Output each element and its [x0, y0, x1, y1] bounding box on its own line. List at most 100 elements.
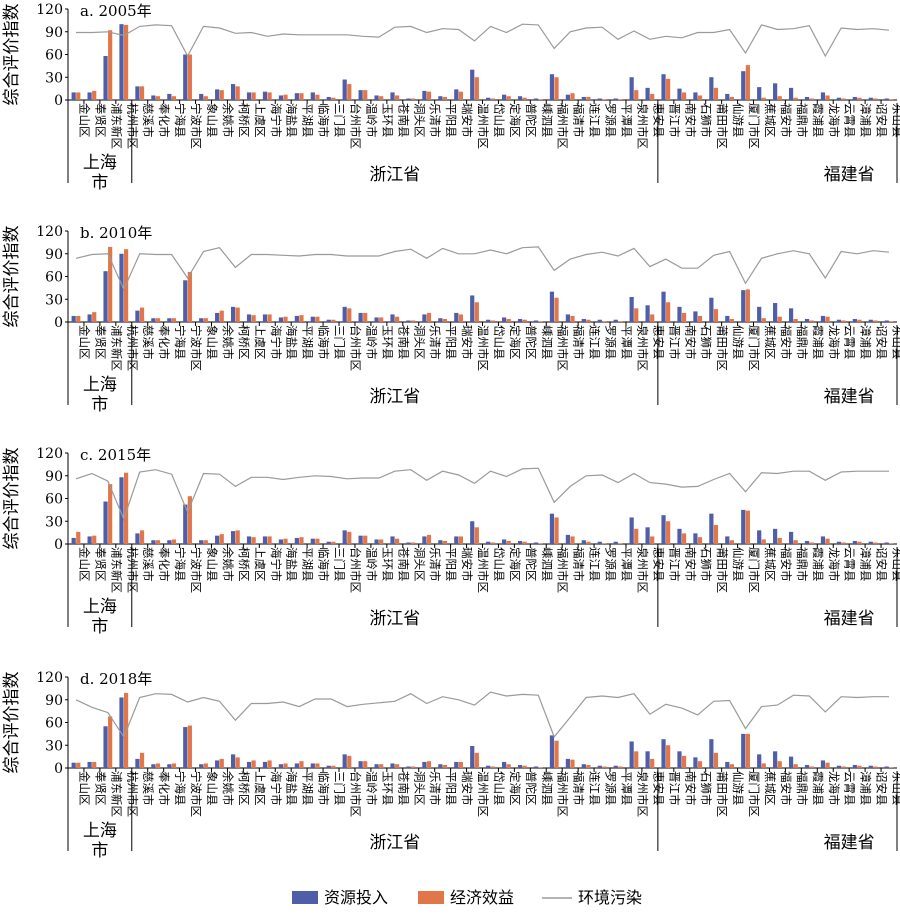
x-tick-label: 台州市区 — [348, 771, 362, 817]
bar-resource-17 — [342, 306, 347, 322]
bar-resource-37 — [661, 291, 666, 322]
bar-resource-16 — [326, 541, 331, 544]
bar-resource-28 — [517, 318, 523, 322]
bar-benefit-48 — [841, 320, 846, 322]
bar-benefit-43 — [761, 318, 766, 322]
x-tick-label: 诏安县 — [875, 103, 889, 138]
bar-benefit-42 — [745, 289, 750, 322]
y-tick-label: 120 — [36, 2, 63, 18]
bar-benefit-11 — [251, 760, 256, 768]
bar-resource-19 — [374, 317, 379, 322]
x-tick-label: 定海区 — [508, 547, 522, 582]
bar-resource-18 — [358, 761, 363, 768]
bar-benefit-46 — [809, 320, 814, 322]
bar-resource-51 — [884, 542, 889, 544]
y-tick-label: 90 — [45, 693, 63, 709]
x-tick-label: 东山县 — [891, 771, 900, 806]
bar-resource-23 — [438, 318, 443, 322]
region-label: 福建省 — [824, 165, 875, 185]
bar-resource-8 — [199, 318, 204, 322]
x-tick-label: 海宁市 — [269, 325, 283, 360]
bar-benefit-8 — [203, 96, 208, 100]
bar-resource-47 — [820, 760, 826, 768]
bar-benefit-13 — [283, 538, 288, 544]
x-tick-label: 奉贤区 — [93, 103, 107, 138]
bar-benefit-7 — [187, 725, 192, 768]
x-tick-label: 温州市区 — [476, 325, 490, 371]
bar-resource-36 — [645, 305, 650, 322]
x-tick-label: 仙游县 — [731, 103, 745, 138]
x-tick-label: 厦门市区 — [747, 325, 761, 371]
x-tick-label: 海盐县 — [285, 103, 299, 138]
bar-benefit-6 — [171, 539, 177, 544]
bar-benefit-2 — [108, 246, 113, 322]
bar-resource-9 — [215, 535, 220, 544]
bar-resource-50 — [868, 97, 873, 100]
x-tick-label: 三门县 — [333, 547, 347, 582]
bar-resource-6 — [167, 93, 172, 100]
x-tick-label: 云霄县 — [843, 771, 857, 806]
bar-benefit-35 — [634, 751, 639, 768]
bar-benefit-16 — [331, 319, 336, 322]
bar-resource-42 — [741, 290, 746, 322]
bar-resource-9 — [215, 312, 220, 322]
bar-benefit-28 — [522, 319, 527, 322]
bar-resource-3 — [119, 477, 124, 544]
legend-swatch-benefit — [418, 891, 444, 904]
bar-benefit-45 — [793, 764, 798, 768]
x-tick-label: 平阳县 — [444, 547, 458, 582]
region-label: 上海 — [83, 821, 117, 841]
x-tick-label: 福清市 — [572, 771, 586, 806]
y-tick-label: 90 — [45, 469, 63, 485]
bar-benefit-36 — [650, 536, 655, 544]
bar-benefit-32 — [586, 319, 591, 322]
bar-resource-38 — [677, 528, 682, 544]
bar-resource-40 — [709, 739, 714, 768]
bar-benefit-19 — [379, 764, 384, 768]
bar-resource-19 — [374, 764, 379, 768]
bar-resource-35 — [629, 296, 634, 322]
bar-benefit-42 — [745, 65, 750, 100]
bar-resource-16 — [326, 319, 331, 322]
x-tick-label: 罗源县 — [604, 325, 618, 360]
x-tick-label: 乐清市 — [428, 547, 442, 582]
x-tick-label: 龙海市 — [827, 547, 841, 582]
bar-resource-9 — [215, 760, 220, 768]
x-tick-label: 温州市区 — [476, 547, 490, 593]
bar-resource-50 — [868, 765, 873, 768]
bar-benefit-0 — [76, 315, 81, 322]
bar-benefit-28 — [522, 97, 527, 100]
bar-resource-46 — [804, 318, 810, 322]
bar-benefit-17 — [347, 531, 352, 544]
chart-title: c. 2015年 — [80, 446, 151, 464]
x-tick-label: 平湖县 — [301, 547, 315, 582]
bar-resource-39 — [693, 311, 698, 322]
bar-benefit-18 — [363, 90, 368, 100]
bar-benefit-22 — [426, 761, 432, 768]
bar-resource-23 — [438, 96, 443, 100]
bar-resource-35 — [629, 741, 634, 768]
bar-resource-31 — [565, 314, 570, 322]
x-tick-label: 厦门市区 — [747, 103, 761, 149]
x-tick-label: 杭州市区 — [125, 103, 139, 149]
bar-benefit-29 — [538, 543, 543, 544]
bar-resource-41 — [725, 93, 730, 100]
bar-benefit-46 — [809, 766, 814, 768]
bar-resource-10 — [230, 531, 236, 544]
bar-benefit-32 — [586, 764, 591, 768]
x-tick-label: 余姚市 — [221, 103, 235, 138]
bar-benefit-12 — [267, 92, 272, 100]
bar-resource-38 — [677, 751, 682, 768]
bar-resource-3 — [119, 253, 124, 322]
x-tick-label: 海宁市 — [269, 103, 283, 138]
x-tick-label: 普陀区 — [524, 325, 538, 360]
bar-resource-46 — [804, 764, 810, 768]
bar-benefit-7 — [187, 496, 192, 544]
bar-benefit-24 — [458, 91, 463, 100]
x-tick-label: 象山县 — [205, 771, 219, 806]
bar-benefit-38 — [681, 92, 687, 100]
x-tick-label: 乐清市 — [428, 771, 442, 806]
bar-benefit-34 — [618, 321, 623, 322]
bar-resource-34 — [613, 765, 618, 768]
bar-resource-27 — [502, 539, 507, 544]
